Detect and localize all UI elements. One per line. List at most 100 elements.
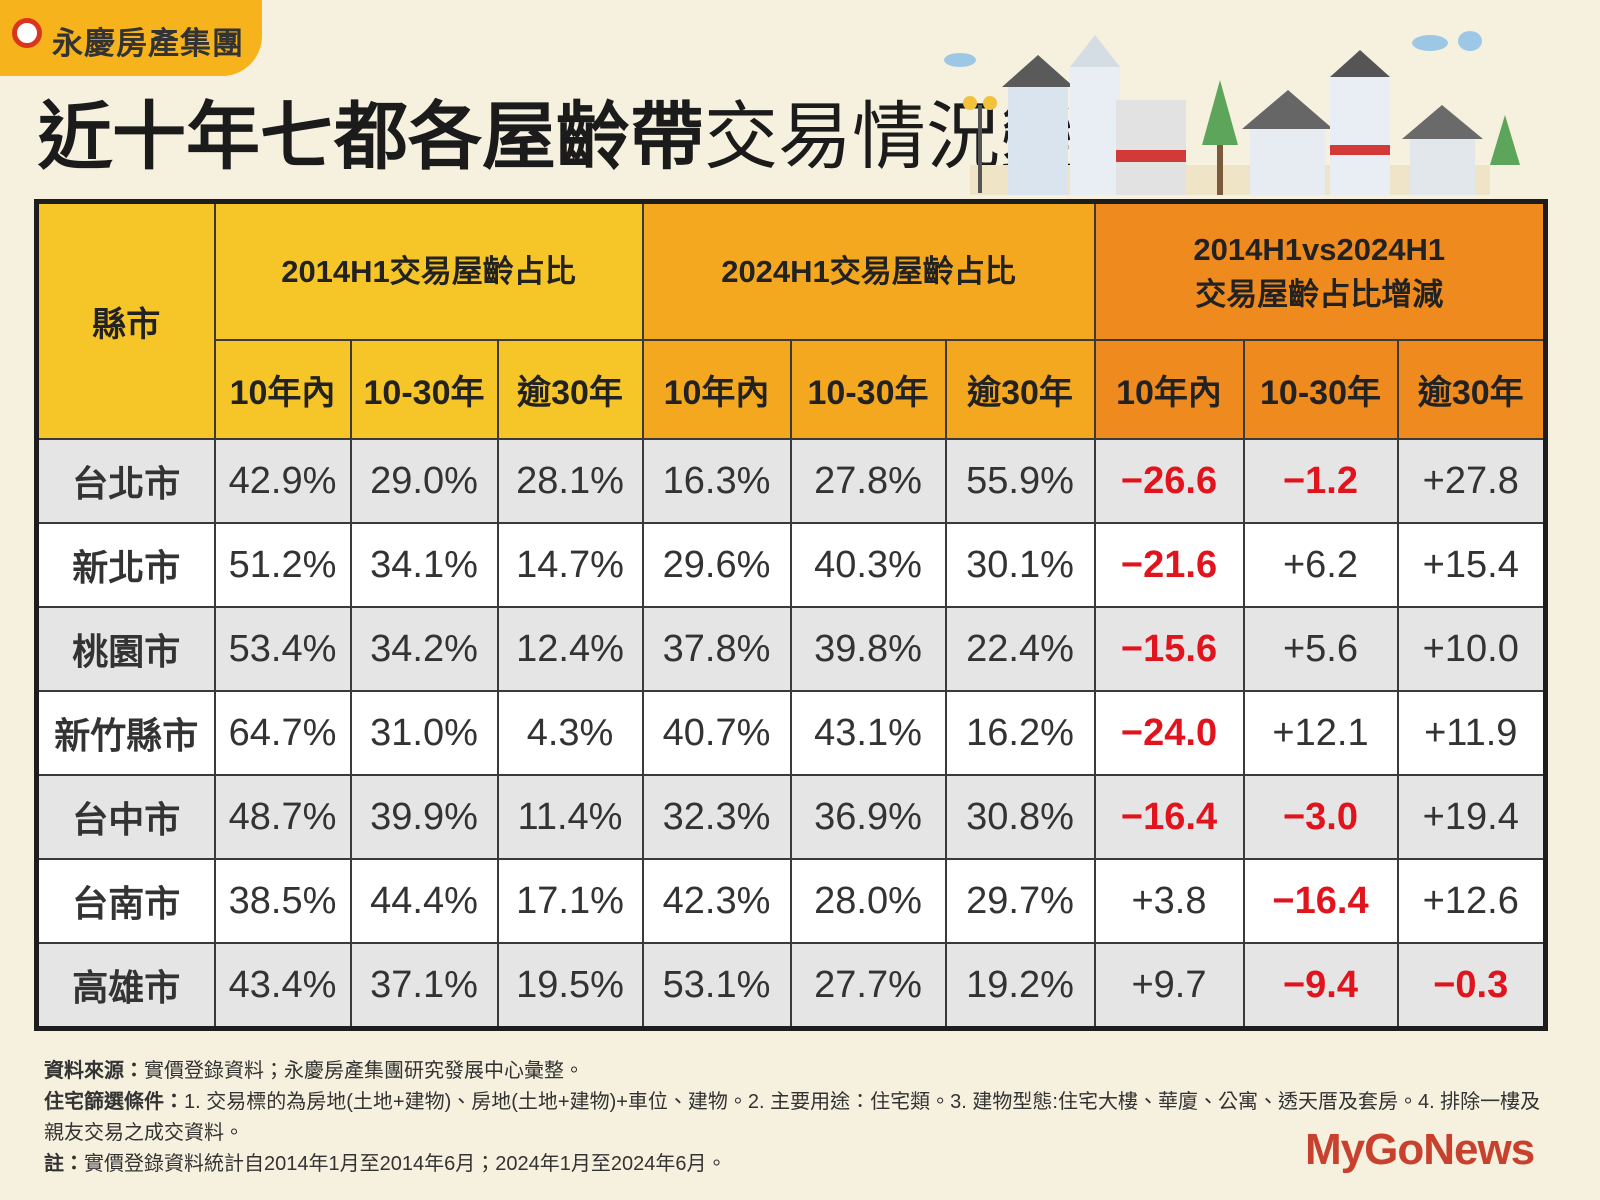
data-row: 台北市 42.9% 29.0% 28.1% 16.3% 27.8% 55.9% −26.6 −1… bbox=[35, 438, 1547, 524]
table-cell: 39.8% bbox=[789, 606, 947, 692]
data-row: 台中市 48.7% 39.9% 11.4% 32.3% 36.9% 30.8% −16.4 −3… bbox=[35, 774, 1547, 860]
table-cell: 34.1% bbox=[349, 522, 499, 608]
group-header-line: 2014H1交易屋齡占比 bbox=[281, 254, 576, 289]
table-cell: 53.4% bbox=[213, 606, 352, 692]
note-label: 註： bbox=[44, 1153, 84, 1175]
table-cell: 19.5% bbox=[496, 942, 644, 1030]
subheader: 10年內 bbox=[213, 339, 352, 440]
subheader: 10-30年 bbox=[1242, 339, 1399, 440]
table-cell: 28.0% bbox=[789, 858, 947, 944]
subheader: 逾30年 bbox=[1396, 339, 1547, 440]
subheader: 10年內 bbox=[641, 339, 792, 440]
table-cell: 11.4% bbox=[496, 774, 644, 860]
table-cell: 30.1% bbox=[944, 522, 1096, 608]
note-label: 資料來源： bbox=[44, 1060, 144, 1082]
table-cell: 39.9% bbox=[349, 774, 499, 860]
table-cell: −21.6 bbox=[1093, 522, 1245, 608]
table-cell: −3.0 bbox=[1242, 774, 1399, 860]
table-cell: 42.3% bbox=[641, 858, 792, 944]
table-cell: 53.1% bbox=[641, 942, 792, 1030]
table-cell: +27.8 bbox=[1396, 438, 1547, 524]
table-cell: −1.2 bbox=[1242, 438, 1399, 524]
table-cell: +9.7 bbox=[1093, 942, 1245, 1030]
table-cell: +12.6 bbox=[1396, 858, 1547, 944]
logo: 永慶房產集團 bbox=[0, 0, 262, 76]
note: 註：實價登錄資料統計自2014年1月至2014年6月；2024年1月至2024年… bbox=[44, 1149, 1554, 1180]
table-cell: 40.3% bbox=[789, 522, 947, 608]
group-header: 2014H1交易屋齡占比 bbox=[213, 200, 644, 341]
table-cell: 37.1% bbox=[349, 942, 499, 1030]
data-row: 新北市 51.2% 34.1% 14.7% 29.6% 40.3% 30.1% −21.6 +6… bbox=[35, 522, 1547, 608]
table-cell: 51.2% bbox=[213, 522, 352, 608]
group-header: 2014H1vs2024H1 交易屋齡占比增減 bbox=[1093, 200, 1547, 341]
table-cell: −9.4 bbox=[1242, 942, 1399, 1030]
note-label: 住宅篩選條件： bbox=[44, 1091, 184, 1113]
data-table: 縣市 2014H1交易屋齡占比 2024H1交易屋齡占比 2014H1vs2024H1… bbox=[34, 199, 1548, 1031]
table-cell: −16.4 bbox=[1242, 858, 1399, 944]
table-cell: 29.7% bbox=[944, 858, 1096, 944]
table-cell: 37.8% bbox=[641, 606, 792, 692]
table-cell: 44.4% bbox=[349, 858, 499, 944]
table-cell: 31.0% bbox=[349, 690, 499, 776]
table-cell: 34.2% bbox=[349, 606, 499, 692]
table-cell: +12.1 bbox=[1242, 690, 1399, 776]
table-cell: −26.6 bbox=[1093, 438, 1245, 524]
subheader: 10-30年 bbox=[789, 339, 947, 440]
data-row: 台南市 38.5% 44.4% 17.1% 42.3% 28.0% 29.7% +3.8 −16… bbox=[35, 858, 1547, 944]
group-header: 2024H1交易屋齡占比 bbox=[641, 200, 1096, 341]
table-cell: 16.3% bbox=[641, 438, 792, 524]
table-cell: 36.9% bbox=[789, 774, 947, 860]
note-text: 1. 交易標的為房地(土地+建物)、房地(土地+建物)+車位、建物。2. 主要用… bbox=[44, 1091, 1541, 1144]
table-cell: 28.1% bbox=[496, 438, 644, 524]
table-cell: 29.6% bbox=[641, 522, 792, 608]
group-header-line: 2024H1交易屋齡占比 bbox=[721, 254, 1016, 289]
note: 住宅篩選條件：1. 交易標的為房地(土地+建物)、房地(土地+建物)+車位、建物… bbox=[44, 1087, 1554, 1149]
table-cell: −15.6 bbox=[1093, 606, 1245, 692]
table-cell: +19.4 bbox=[1396, 774, 1547, 860]
table-cell: 48.7% bbox=[213, 774, 352, 860]
group-header-line: 交易屋齡占比增減 bbox=[1195, 276, 1444, 312]
table-cell: 16.2% bbox=[944, 690, 1096, 776]
subheader: 10-30年 bbox=[349, 339, 499, 440]
data-row: 桃園市 53.4% 34.2% 12.4% 37.8% 39.8% 22.4% −15.6 +5… bbox=[35, 606, 1547, 692]
table-cell: −0.3 bbox=[1396, 942, 1547, 1030]
table-cell: 43.1% bbox=[789, 690, 947, 776]
subheader-row: 10年內 10-30年 逾30年 10年內 10-30年 逾30年 10年內 10-30年 逾3… bbox=[37, 339, 1547, 440]
table-cell: 64.7% bbox=[213, 690, 352, 776]
table-cell: 19.2% bbox=[944, 942, 1096, 1030]
city-name: 新北市 bbox=[35, 522, 216, 608]
table-cell: 30.8% bbox=[944, 774, 1096, 860]
table-cell: 42.9% bbox=[213, 438, 352, 524]
table-cell: 14.7% bbox=[496, 522, 644, 608]
table-cell: 12.4% bbox=[496, 606, 644, 692]
table-cell: 27.7% bbox=[789, 942, 947, 1030]
table-cell: +5.6 bbox=[1242, 606, 1399, 692]
table-cell: 38.5% bbox=[213, 858, 352, 944]
table-cell: +15.4 bbox=[1396, 522, 1547, 608]
data-row: 新竹縣市 64.7% 31.0% 4.3% 40.7% 43.1% 16.2% −24.0 +1… bbox=[35, 690, 1547, 776]
table-cell: 4.3% bbox=[496, 690, 644, 776]
table-cell: 40.7% bbox=[641, 690, 792, 776]
table-cell: 17.1% bbox=[496, 858, 644, 944]
city-name: 台北市 bbox=[35, 438, 216, 524]
table-cell: 29.0% bbox=[349, 438, 499, 524]
table-cell: 55.9% bbox=[944, 438, 1096, 524]
table-cell: −16.4 bbox=[1093, 774, 1245, 860]
corner-header: 縣市 bbox=[35, 200, 216, 440]
title-bold: 近十年七都各屋齡帶 bbox=[38, 95, 704, 178]
logo-text: 永慶房產集團 bbox=[52, 26, 244, 61]
table-cell: +6.2 bbox=[1242, 522, 1399, 608]
table-cell: +11.9 bbox=[1396, 690, 1547, 776]
table-cell: 43.4% bbox=[213, 942, 352, 1030]
data-row: 高雄市 43.4% 37.1% 19.5% 53.1% 27.7% 19.2% +9.7 −9.… bbox=[35, 942, 1547, 1030]
note-text: 實價登錄資料；永慶房產集團研究發展中心彙整。 bbox=[144, 1060, 584, 1082]
table-cell: +10.0 bbox=[1396, 606, 1547, 692]
table-cell: +3.8 bbox=[1093, 858, 1245, 944]
city-name: 台南市 bbox=[35, 858, 216, 944]
subheader: 10年內 bbox=[1093, 339, 1245, 440]
city-name: 台中市 bbox=[35, 774, 216, 860]
table-cell: 27.8% bbox=[789, 438, 947, 524]
city-name: 桃園市 bbox=[35, 606, 216, 692]
note: 資料來源：實價登錄資料；永慶房產集團研究發展中心彙整。 bbox=[44, 1056, 1554, 1087]
